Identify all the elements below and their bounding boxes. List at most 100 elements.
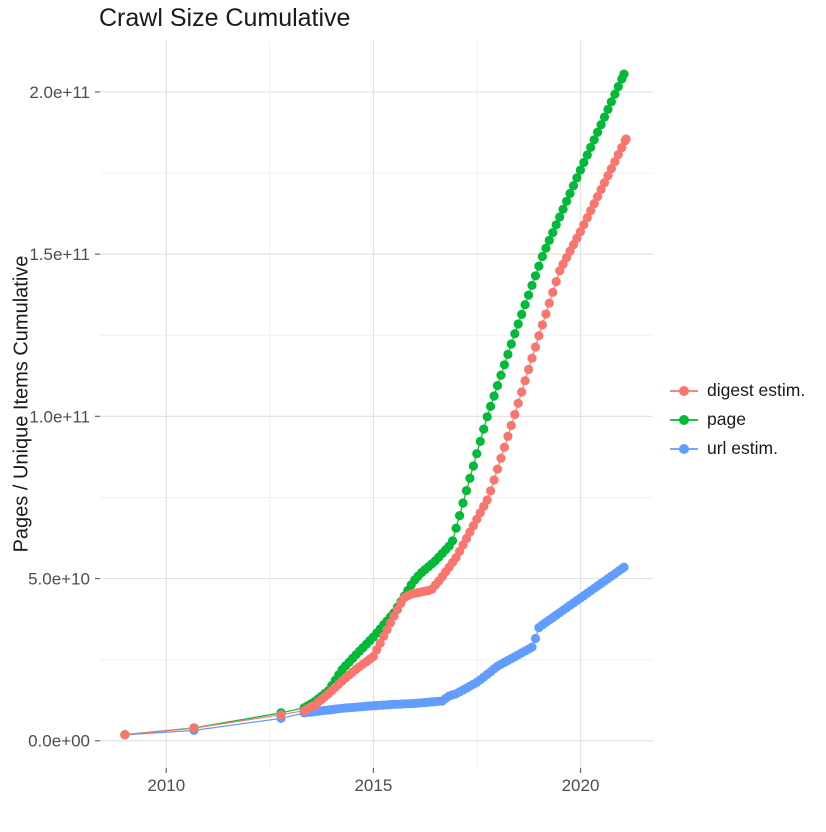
- data-point: [475, 436, 485, 446]
- data-point: [506, 339, 516, 349]
- data-point: [551, 220, 561, 230]
- data-point: [541, 309, 551, 319]
- data-point: [575, 165, 586, 175]
- y-tick-labels: 0.0e+00 5.0e+10 1.0e+11 1.5e+11 2.0e+11: [28, 83, 90, 751]
- data-point: [572, 173, 582, 183]
- legend-key-icon: [670, 414, 698, 425]
- data-point: [455, 510, 465, 521]
- series-digest-estim: [120, 134, 631, 740]
- data-point: [544, 235, 554, 245]
- data-point: [530, 342, 541, 352]
- data-point: [551, 277, 561, 287]
- y-tick-label: 1.5e+11: [29, 245, 90, 264]
- data-point: [499, 360, 509, 370]
- y-tick-label: 0.0e+00: [28, 732, 90, 751]
- x-tick-label: 2020: [562, 776, 600, 795]
- data-point: [589, 135, 599, 145]
- data-point: [524, 290, 534, 300]
- data-point: [482, 412, 492, 422]
- data-point: [586, 142, 596, 152]
- data-point: [468, 461, 478, 471]
- data-point: [606, 97, 617, 107]
- data-point: [496, 453, 506, 463]
- data-point: [596, 184, 606, 195]
- legend-item-label: digest estim.: [707, 380, 806, 400]
- data-point: [527, 353, 537, 363]
- series-url-estim: [120, 562, 629, 740]
- legend-key-dot: [679, 385, 689, 396]
- data-point: [513, 398, 523, 408]
- data-point: [465, 473, 475, 483]
- legend-key-icon: [670, 443, 698, 454]
- data-point: [582, 150, 592, 160]
- data-point: [537, 320, 548, 330]
- data-point: [568, 181, 579, 191]
- legend-key-dot: [679, 443, 689, 454]
- data-point: [555, 212, 565, 222]
- minor-gridlines: [100, 41, 653, 768]
- data-point: [492, 381, 503, 391]
- legend-item-label: url estim.: [707, 438, 778, 458]
- data-point: [593, 192, 603, 202]
- data-point: [503, 431, 513, 441]
- data-point: [385, 618, 396, 628]
- data-point: [506, 420, 516, 431]
- data-point: [499, 442, 509, 452]
- data-point: [189, 723, 199, 733]
- data-point: [534, 261, 544, 271]
- y-tick-label: 1.0e+11: [29, 407, 90, 426]
- data-point: [613, 150, 623, 160]
- series-line-digest-estim: [124, 138, 627, 736]
- legend-item-page: page: [668, 405, 805, 434]
- data-point: [593, 127, 603, 137]
- data-point: [451, 523, 461, 533]
- data-point: [617, 143, 627, 153]
- data-point: [562, 196, 572, 206]
- data-point: [599, 112, 610, 122]
- data-point: [603, 171, 613, 181]
- data-point: [582, 213, 592, 223]
- data-point: [619, 562, 629, 572]
- data-point: [379, 631, 389, 642]
- data-point: [610, 157, 620, 167]
- data-point: [486, 401, 496, 411]
- data-point: [537, 251, 548, 262]
- data-point: [479, 424, 489, 434]
- data-point: [603, 104, 613, 114]
- data-point: [621, 134, 631, 144]
- data-point: [565, 188, 575, 199]
- data-point: [619, 69, 629, 79]
- data-point: [613, 82, 623, 92]
- data-point: [606, 164, 617, 174]
- x-tick-label: 2010: [147, 776, 185, 795]
- data-point: [527, 642, 537, 652]
- data-point: [544, 298, 554, 308]
- data-point: [520, 300, 530, 310]
- data-point: [527, 280, 537, 290]
- data-point: [510, 329, 520, 339]
- legend-item-label: page: [707, 409, 746, 429]
- data-point: [610, 89, 620, 99]
- chart-title: Crawl Size Cumulative: [99, 4, 351, 32]
- data-point: [482, 495, 492, 505]
- data-point: [492, 464, 503, 474]
- data-point: [513, 319, 523, 329]
- y-axis-title: Pages / Unique Items Cumulative: [10, 255, 33, 553]
- data-point: [579, 220, 589, 230]
- data-point: [276, 710, 286, 720]
- data-point: [472, 449, 482, 459]
- data-point: [530, 271, 541, 281]
- x-tick-label: 2015: [354, 776, 392, 795]
- data-point: [541, 243, 551, 253]
- data-point: [489, 475, 499, 485]
- data-point: [120, 730, 130, 740]
- data-point: [448, 536, 458, 546]
- data-point: [599, 178, 610, 188]
- data-point: [486, 486, 496, 496]
- data-point: [558, 204, 568, 214]
- y-tick-label: 2.0e+11: [29, 83, 90, 102]
- data-point: [524, 364, 534, 375]
- data-point: [503, 349, 513, 359]
